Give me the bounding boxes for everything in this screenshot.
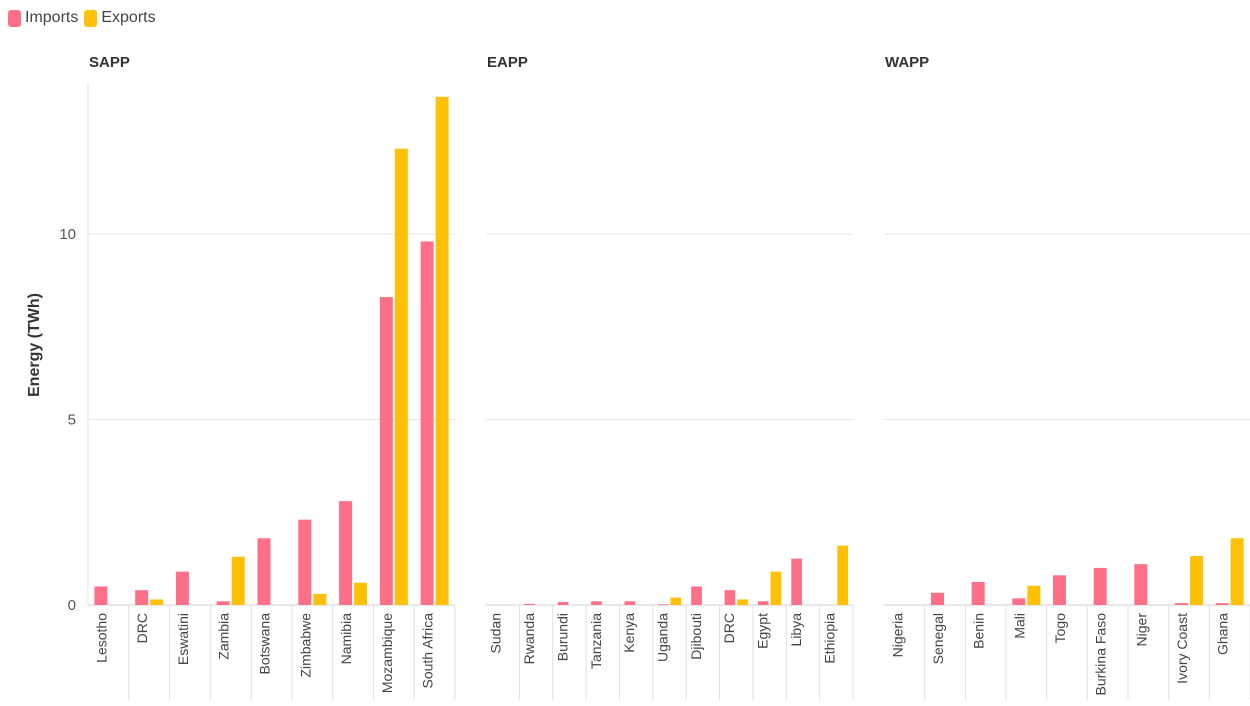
category-label: Senegal: [930, 613, 946, 664]
category-label: DRC: [134, 613, 150, 643]
exports-bar: [837, 545, 848, 605]
category-label: Mozambique: [379, 613, 395, 693]
exports-bar: [1230, 538, 1244, 605]
exports-bar: [770, 571, 782, 605]
imports-bar: [94, 586, 108, 605]
imports-bar: [691, 586, 702, 605]
category-label: Burkina Faso: [1093, 613, 1109, 696]
legend-item-exports[interactable]: Exports: [84, 9, 156, 27]
imports-bar: [931, 592, 944, 605]
category-label: Mali: [1011, 613, 1027, 639]
category-label: Ghana: [1215, 613, 1231, 655]
imports-bar: [1012, 598, 1026, 605]
imports-bar: [591, 601, 602, 605]
category-label: Ethiopia: [821, 613, 837, 664]
imports-bar: [624, 601, 636, 605]
imports-bar: [1175, 603, 1188, 605]
category-label: Libya: [788, 613, 804, 647]
category-label: Niger: [1133, 613, 1149, 647]
imports-bar: [175, 571, 189, 605]
category-label: Nigeria: [889, 613, 905, 658]
imports-swatch-icon: [8, 9, 21, 27]
category-label: Tanzania: [588, 613, 604, 669]
category-label: Ivory Coast: [1174, 613, 1190, 684]
legend-item-imports[interactable]: Imports: [8, 9, 78, 27]
imports-bar: [724, 590, 736, 605]
imports-bar: [257, 538, 271, 605]
imports-bar: [298, 519, 312, 605]
y-tick-label: 0: [68, 597, 76, 614]
imports-bar: [379, 297, 393, 605]
imports-bar: [971, 581, 985, 605]
exports-bar: [1190, 556, 1203, 605]
imports-bar: [1093, 567, 1107, 605]
exports-bar: [1027, 585, 1041, 605]
imports-bar: [557, 602, 569, 605]
legend-label-imports: Imports: [25, 9, 79, 26]
exports-bar: [313, 593, 327, 605]
category-label: Namibia: [338, 613, 354, 665]
exports-bar: [670, 597, 682, 605]
category-label: Lesotho: [93, 613, 109, 663]
category-label: Eswatini: [175, 613, 191, 665]
exports-bar: [394, 148, 408, 606]
imports-bar: [135, 590, 149, 605]
imports-bar: [1215, 603, 1229, 605]
imports-bar: [657, 604, 669, 605]
y-tick-label: 10: [59, 226, 76, 243]
imports-bar: [1053, 575, 1066, 605]
y-axis-title: Energy (TWh): [26, 293, 43, 397]
category-label: Zimbabwe: [297, 613, 313, 678]
category-label: Sudan: [488, 613, 504, 653]
category-label: Benin: [971, 613, 987, 649]
panel-title-sapp: SAPP: [89, 54, 130, 71]
imports-bar: [420, 241, 434, 606]
exports-bar: [737, 599, 748, 605]
imports-bar: [524, 603, 536, 605]
imports-bar: [791, 558, 802, 605]
exports-bar: [435, 96, 449, 605]
exports-swatch-icon: [84, 9, 98, 27]
imports-bar: [757, 601, 769, 605]
exports-bar: [150, 599, 164, 605]
category-label: Togo: [1052, 613, 1068, 644]
legend: Imports Exports: [8, 9, 162, 27]
y-tick-label: 5: [68, 412, 76, 429]
category-label: Kenya: [621, 613, 637, 653]
category-label: Djibouti: [688, 613, 704, 660]
category-label: Egypt: [755, 613, 771, 649]
exports-bar: [354, 582, 368, 605]
category-label: Uganda: [655, 613, 671, 662]
category-label: Zambia: [216, 613, 232, 660]
panel-title-wapp: WAPP: [885, 54, 929, 71]
panel-title-eapp: EAPP: [487, 54, 528, 71]
category-label: South Africa: [420, 613, 436, 689]
category-label: Botswana: [257, 613, 273, 675]
category-label: Burundi: [554, 613, 570, 661]
exports-bar: [231, 556, 245, 605]
legend-label-exports: Exports: [101, 9, 156, 26]
category-label: Rwanda: [521, 613, 537, 665]
imports-bar: [339, 501, 353, 605]
imports-bar: [1134, 564, 1148, 605]
category-label: DRC: [721, 613, 737, 643]
imports-bar: [216, 601, 230, 605]
